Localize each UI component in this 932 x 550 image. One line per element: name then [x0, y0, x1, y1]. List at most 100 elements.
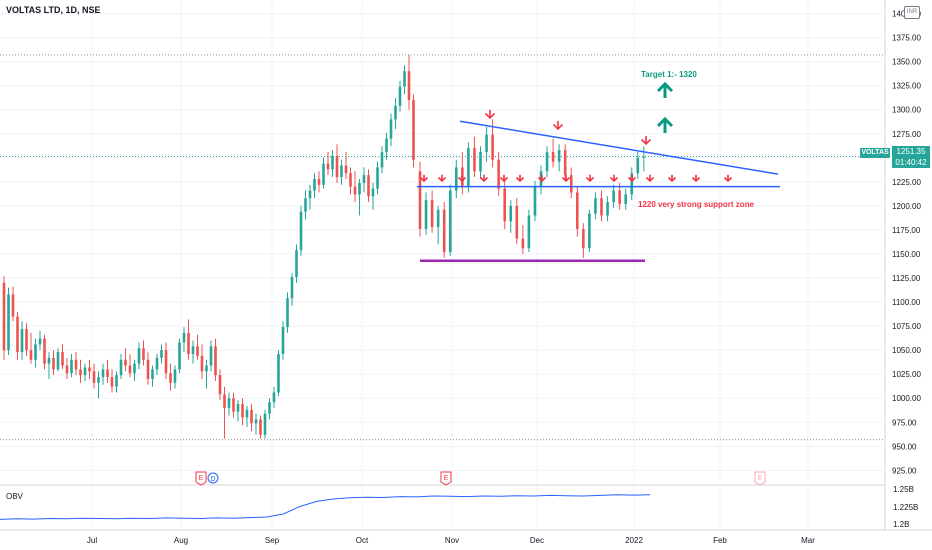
- earnings-marker-label: E: [199, 475, 204, 482]
- candle-body: [509, 205, 513, 222]
- candle-body: [430, 200, 434, 228]
- x-tick-label: Oct: [356, 536, 369, 545]
- candle-body: [389, 119, 393, 139]
- x-tick-label: Sep: [265, 536, 280, 545]
- candle-body: [424, 200, 428, 229]
- candle-body: [295, 250, 298, 278]
- x-tick-label: Dec: [530, 536, 544, 545]
- candle-body: [563, 150, 567, 176]
- chart-title: VOLTAS LTD, 1D, NSE: [6, 5, 101, 15]
- candle-body: [503, 188, 506, 222]
- dividend-marker: [207, 472, 219, 484]
- candle-body: [551, 152, 555, 162]
- down-arrow-icon: [640, 135, 652, 146]
- candle-body: [160, 350, 163, 358]
- candle-body: [485, 134, 488, 153]
- x-tick-label: Feb: [713, 536, 727, 545]
- earnings-marker: [440, 471, 452, 486]
- candle-body: [624, 194, 627, 204]
- candle-body: [618, 190, 621, 204]
- candle-body: [173, 369, 177, 383]
- candle-body: [385, 138, 388, 153]
- down-arrow-icon: [609, 174, 619, 183]
- y-tick-label: 950.00: [892, 442, 917, 451]
- candle-body: [74, 359, 78, 370]
- candle-body: [124, 359, 127, 366]
- earnings-marker-label: E: [444, 475, 449, 482]
- candle-body: [254, 419, 258, 424]
- candle-body: [214, 346, 217, 376]
- earnings-marker-label: E: [758, 475, 763, 482]
- candle-body: [196, 346, 199, 356]
- candle-body: [272, 392, 276, 403]
- candle-body: [79, 369, 82, 376]
- candle-body: [52, 357, 55, 370]
- x-tick-label: Jul: [87, 536, 97, 545]
- candle-body: [133, 363, 136, 374]
- last-price-value: 1251.35: [896, 147, 926, 156]
- candle-body: [418, 171, 422, 229]
- obv-tick-label: 1.225B: [893, 503, 918, 512]
- candle-body: [56, 352, 60, 370]
- candle-body: [340, 165, 343, 178]
- y-tick-label: 1100.00: [892, 298, 921, 307]
- y-tick-label: 1000.00: [892, 394, 921, 403]
- candle-body: [250, 409, 253, 424]
- candle-body: [479, 152, 482, 172]
- candle-body: [205, 365, 208, 372]
- y-tick-label: 1200.00: [892, 202, 921, 211]
- down-arrow-icon: [484, 109, 496, 120]
- candle-body: [34, 344, 37, 360]
- candle-body: [268, 402, 271, 414]
- candle-body: [169, 373, 172, 383]
- candle-body: [200, 355, 204, 372]
- candle-body: [606, 202, 609, 216]
- down-arrow-icon: [457, 174, 467, 183]
- x-tick-label: 2022: [625, 536, 643, 545]
- obv-indicator-label[interactable]: OBV: [6, 492, 23, 501]
- candle-body: [299, 211, 303, 251]
- candle-body: [527, 215, 531, 249]
- candle-body: [20, 329, 24, 353]
- candle-body: [612, 190, 615, 203]
- x-tick-label: Nov: [445, 536, 459, 545]
- candle-body: [65, 365, 69, 374]
- candle-body: [398, 86, 402, 106]
- earnings-marker: [754, 471, 766, 486]
- down-arrow-icon: [419, 174, 429, 183]
- x-tick-label: Mar: [801, 536, 815, 545]
- y-tick-label: 1175.00: [892, 226, 921, 235]
- candle-body: [636, 157, 640, 174]
- down-arrow-icon: [627, 174, 637, 183]
- candle-body: [362, 175, 366, 183]
- candle-body: [600, 198, 603, 216]
- candle-body: [281, 327, 285, 355]
- candle-body: [223, 394, 226, 408]
- currency-icon[interactable]: INR: [904, 6, 920, 19]
- candle-body: [376, 167, 379, 189]
- candle-body: [313, 178, 316, 191]
- candle-body: [394, 105, 397, 120]
- candle-body: [209, 346, 213, 366]
- down-arrow-icon: [537, 174, 547, 183]
- down-arrow-icon: [437, 174, 447, 183]
- candle-body: [497, 159, 500, 189]
- candle-body: [473, 148, 476, 172]
- candle-body: [448, 190, 452, 253]
- candle-body: [245, 409, 249, 418]
- support-annotation: 1220 very strong support zone: [638, 200, 755, 209]
- candle-body: [11, 294, 15, 317]
- candle-body: [407, 71, 411, 101]
- candle-body: [151, 369, 154, 380]
- candle-body: [491, 134, 494, 160]
- candle-body: [436, 209, 440, 228]
- candle-body: [128, 365, 132, 374]
- candle-body: [582, 228, 585, 249]
- obv-tick-label: 1.25B: [893, 485, 914, 494]
- y-tick-label: 1125.00: [892, 274, 921, 283]
- candle-body: [61, 352, 64, 366]
- candle-body: [259, 419, 262, 435]
- candle-body: [412, 100, 415, 160]
